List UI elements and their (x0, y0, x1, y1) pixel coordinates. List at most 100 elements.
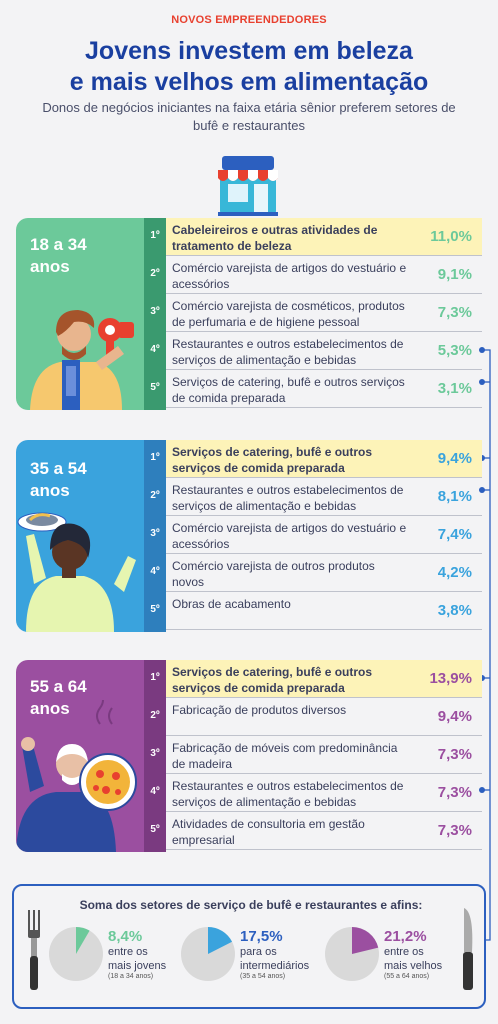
sector-percent: 7,3% (437, 304, 472, 321)
summary-percent: 8,4% (108, 928, 143, 945)
sector-name: Fabricação de produtos diversos (172, 703, 347, 717)
table-row: Obras de acabamento 3,8% (166, 592, 482, 630)
sector-percent: 11,0% (430, 228, 472, 245)
sector-name: Cabeleireiros e outras atividades de tra… (172, 223, 378, 253)
summary-range: (55 a 64 anos) (384, 973, 430, 980)
hairdresser-illustration (30, 310, 134, 410)
sector-name: Serviços de catering, bufê e outros serv… (172, 375, 405, 405)
rank-number: 2º (150, 710, 160, 721)
rank-column (144, 218, 166, 410)
rank-number: 4º (150, 344, 160, 355)
summary-label: mais jovens (108, 960, 167, 972)
table-row: Fabricação de produtos diversos 9,4% (166, 698, 482, 736)
rank-column (144, 440, 166, 632)
summary-label: para os (240, 946, 277, 958)
rank-number: 3º (150, 528, 160, 539)
summary-item-old: 21,2% entre os mais velhos (55 a 64 anos… (384, 928, 464, 980)
rank-number: 4º (150, 566, 160, 577)
knife-icon (463, 908, 473, 990)
sector-percent: 7,3% (437, 822, 472, 839)
age-panel-55-64: 55 a 64 anos (16, 660, 144, 852)
age-label: 55 a 64 (30, 677, 87, 696)
title-line-2: e mais velhos em alimentação (69, 68, 429, 96)
summary-label: mais velhos (384, 960, 443, 972)
age-label: 18 a 34 (30, 235, 87, 254)
rank-number: 1º (150, 452, 160, 463)
age-label: 35 a 54 (30, 459, 87, 478)
table-row: Atividades de consultoria em gestão empr… (166, 812, 482, 850)
kicker: NOVOS EMPREENDEDORES (171, 14, 327, 26)
sector-percent: 9,4% (437, 450, 472, 467)
page-title: Jovens investem em beleza e mais velhos … (0, 36, 498, 98)
pie-chart-young (49, 927, 103, 981)
rank-number: 5º (150, 382, 160, 393)
table-row: Serviços de catering, bufê e outros serv… (166, 660, 482, 698)
summary-range: (35 a 54 anos) (240, 973, 286, 980)
waitress-illustration (17, 512, 136, 632)
age-unit: anos (30, 257, 70, 276)
pie-chart-old (325, 927, 379, 981)
summary-range: (18 a 34 anos) (108, 973, 154, 980)
table-row: Restaurantes e outros estabelecimentos d… (166, 774, 482, 812)
sector-name: Serviços de catering, bufê e outros serv… (172, 445, 373, 475)
summary-panel: Soma dos setores de serviço de bufê e re… (12, 884, 486, 1009)
sector-percent: 7,3% (437, 784, 472, 801)
sector-percent: 3,8% (437, 602, 472, 619)
sector-name: Restaurantes e outros estabelecimentos d… (172, 779, 404, 809)
sector-name: Comércio varejista de artigos do vestuár… (172, 261, 407, 291)
rank-number: 2º (150, 268, 160, 279)
table-row: Cabeleireiros e outras atividades de tra… (166, 218, 482, 256)
sector-name: Restaurantes e outros estabelecimentos d… (172, 483, 404, 513)
sector-percent: 5,3% (437, 342, 472, 359)
age-panel-35-54: 35 a 54 anos (16, 440, 144, 632)
summary-label: entre os (384, 946, 424, 958)
table-row: Fabricação de móveis com predominância d… (166, 736, 482, 774)
table-row: Restaurantes e outros estabelecimentos d… (166, 478, 482, 516)
rank-column (144, 660, 166, 852)
sector-percent: 3,1% (437, 380, 472, 397)
pie-slice (76, 927, 90, 954)
sector-percent: 7,3% (437, 746, 472, 763)
summary-label: entre os (108, 946, 148, 958)
sector-name: Restaurantes e outros estabelecimentos d… (172, 337, 404, 367)
age-unit: anos (30, 699, 70, 718)
table-row: Restaurantes e outros estabelecimentos d… (166, 332, 482, 370)
summary-percent: 17,5% (240, 928, 283, 945)
rank-number: 5º (150, 604, 160, 615)
sector-name: Fabricação de móveis com predominância d… (172, 741, 398, 771)
rank-number: 5º (150, 824, 160, 835)
rank-number: 4º (150, 786, 160, 797)
table-row: Comércio varejista de outros produtos no… (166, 554, 482, 592)
pie-slice (208, 927, 233, 954)
sector-percent: 9,1% (437, 266, 472, 283)
table-row: Comércio varejista de artigos do vestuár… (166, 256, 482, 294)
fork-icon (28, 910, 40, 990)
sector-percent: 13,9% (429, 670, 472, 687)
chef-illustration (16, 700, 137, 852)
summary-percent: 21,2% (384, 928, 427, 945)
summary-label: intermediários (240, 960, 310, 972)
summary-item-young: 8,4% entre os mais jovens (18 a 34 anos) (108, 928, 188, 980)
sector-name: Comércio varejista de cosméticos, produt… (172, 299, 405, 329)
rank-number: 3º (150, 748, 160, 759)
age-unit: anos (30, 481, 70, 500)
table-row: Comércio varejista de artigos do vestuár… (166, 516, 482, 554)
rank-number: 3º (150, 306, 160, 317)
rank-number: 1º (150, 672, 160, 683)
summary-title: Soma dos setores de serviço de bufê e re… (79, 898, 423, 912)
table-row: Serviços de catering, bufê e outros serv… (166, 370, 482, 408)
sector-name: Obras de acabamento (172, 597, 291, 611)
summary-item-middle: 17,5% para os intermediários (35 a 54 an… (240, 928, 330, 980)
subtitle: Donos de negócios iniciantes na faixa et… (42, 100, 456, 133)
connector-line (478, 347, 491, 941)
sector-percent: 4,2% (437, 564, 472, 581)
sector-percent: 7,4% (437, 526, 472, 543)
rank-number: 1º (150, 230, 160, 241)
title-line-1: Jovens investem em beleza (85, 37, 413, 65)
table-row: Comércio varejista de cosméticos, produt… (166, 294, 482, 332)
pie-chart-middle (181, 927, 235, 981)
store-icon (218, 156, 278, 216)
sector-name: Serviços de catering, bufê e outros serv… (172, 665, 373, 695)
sector-percent: 8,1% (437, 488, 472, 505)
sector-percent: 9,4% (437, 708, 472, 725)
